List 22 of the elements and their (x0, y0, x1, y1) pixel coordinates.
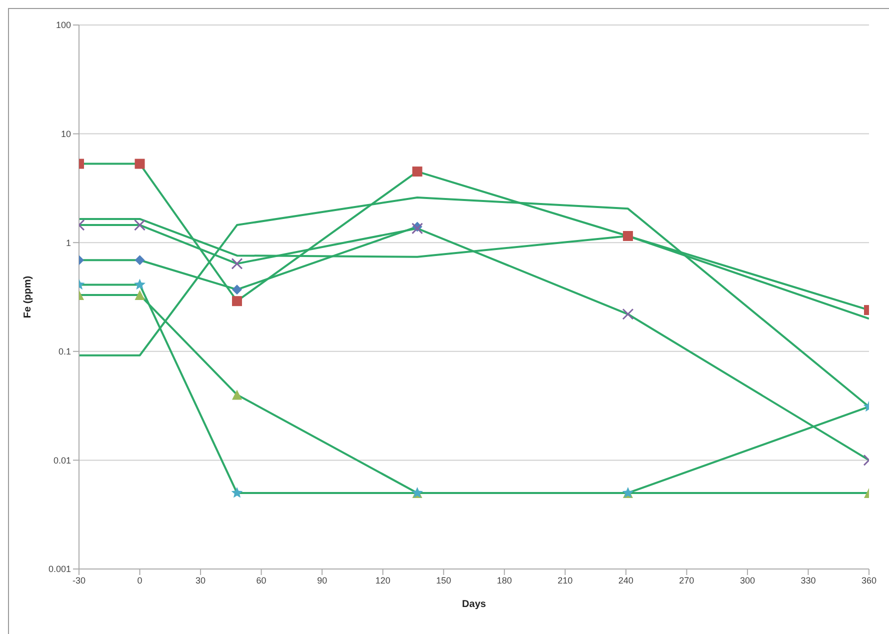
x-tick-label: 240 (618, 575, 634, 586)
x-tick-label: 30 (196, 575, 206, 586)
x-axis-title: Days (462, 599, 486, 610)
x-tick-label: 0 (137, 575, 142, 586)
y-tick-label: 0.01 (53, 455, 71, 466)
x-tick-label: 120 (375, 575, 390, 586)
x-tick-label: 300 (740, 575, 755, 586)
x-tick-label: -30 (72, 575, 86, 586)
y-tick-label: 1 (66, 238, 71, 248)
y-tick-label: 10 (60, 128, 71, 139)
x-tick-label: 360 (861, 575, 877, 586)
y-tick-label: 0.001 (48, 564, 71, 574)
x-tick-label: 60 (256, 575, 266, 586)
x-tick-label: 90 (317, 575, 328, 586)
x-tick-label: 210 (558, 575, 573, 586)
x-tick-label: 270 (679, 575, 694, 586)
x-tick-label: 150 (436, 575, 452, 586)
x-tick-label: 330 (800, 575, 816, 586)
y-axis-title: Fe (ppm) (22, 276, 34, 318)
y-tick-label: 0.1 (58, 346, 71, 357)
y-tick-label: 100 (56, 20, 71, 30)
x-tick-label: 180 (496, 575, 512, 586)
